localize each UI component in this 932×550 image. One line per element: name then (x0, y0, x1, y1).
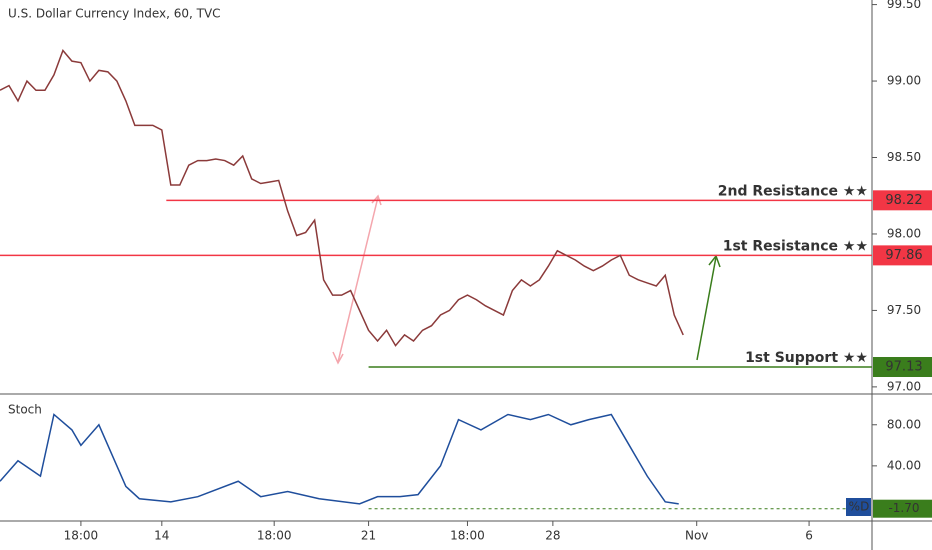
y-tick-label: 97.00 (887, 379, 921, 393)
series-line (0, 413, 679, 505)
y-tick-label: 97.50 (887, 303, 921, 317)
level-label: 1st Resistance ★★ (723, 238, 868, 254)
series-line (0, 48, 684, 347)
arrow-head (332, 351, 344, 365)
legend-box (846, 498, 871, 516)
legend-label: %D (849, 500, 870, 514)
x-tick-label: 14 (154, 529, 169, 543)
chart-title: U.S. Dollar Currency Index, 60, TVC (8, 7, 221, 21)
y-tick-label: 98.00 (887, 226, 921, 240)
x-tick-label: 18:00 (64, 529, 99, 543)
level-label: 2nd Resistance ★★ (718, 183, 868, 199)
projection-arrow (696, 256, 717, 361)
level-value-label: 97.86 (885, 248, 922, 263)
y-tick-label: 99.50 (887, 0, 921, 11)
x-tick-label: 21 (361, 529, 376, 543)
current-value-label: -1.70 (888, 501, 919, 515)
level-value-label: 97.13 (885, 360, 922, 375)
level-label: 1st Support ★★ (745, 350, 868, 366)
x-tick-label: Nov (685, 529, 708, 543)
current-value-box (873, 499, 932, 518)
range-arrow (337, 196, 379, 363)
level-value-box (873, 245, 932, 266)
y-tick-label: 98.50 (887, 150, 921, 164)
level-value-label: 98.22 (885, 193, 922, 208)
indicator-title: Stoch (8, 403, 42, 417)
x-tick-label: 28 (545, 529, 560, 543)
x-tick-label: 18:00 (257, 529, 292, 543)
x-tick-label: 18:00 (450, 529, 485, 543)
y-tick-label: 40.00 (887, 458, 921, 472)
level-value-box (873, 190, 932, 211)
y-tick-label: 99.00 (887, 74, 921, 88)
x-tick-label: 6 (805, 529, 813, 543)
level-value-box (873, 357, 932, 378)
y-tick-label: 80.00 (887, 417, 921, 431)
